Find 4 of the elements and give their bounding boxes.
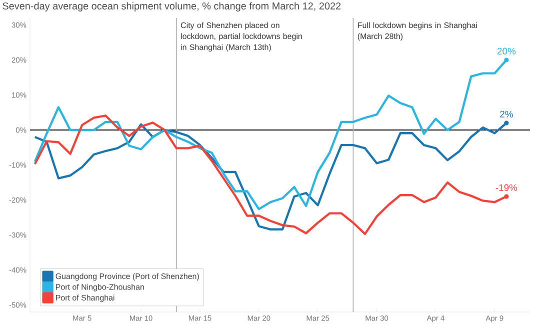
data-label: -19% — [496, 184, 518, 191]
chart-title: Seven-day average ocean shipment volume, % change from March 12, 2022 — [2, 2, 341, 12]
data-label: 20% — [497, 48, 516, 54]
data-label: 2% — [500, 110, 513, 118]
